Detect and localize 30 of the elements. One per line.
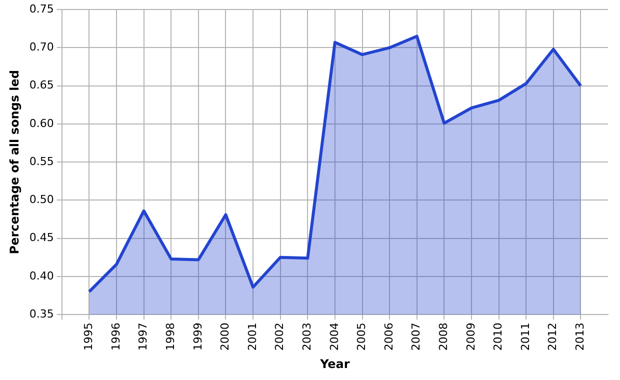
x-tick-label: 2004: [328, 322, 341, 351]
x-tick-label: 2012: [546, 322, 560, 351]
x-tick-label: 2001: [246, 322, 259, 351]
y-tick-label: 0.65: [29, 78, 54, 92]
y-tick-label: 0.55: [29, 154, 54, 168]
x-tick-label: 2000: [218, 322, 232, 351]
x-tick-label: 2007: [410, 322, 423, 351]
x-tick-label: 2010: [492, 322, 505, 351]
y-tick-label: 0.45: [29, 231, 54, 244]
x-tick-label: 2002: [273, 322, 286, 351]
x-tick-label: 2003: [300, 322, 314, 351]
y-tick-label: 0.50: [29, 193, 54, 206]
y-tick-label: 0.60: [29, 116, 54, 130]
x-axis-title: Year: [319, 356, 350, 371]
y-tick-label: 0.35: [29, 307, 54, 320]
x-tick-label: 2009: [464, 322, 478, 351]
y-tick-label: 0.70: [29, 40, 54, 54]
x-tick-label: 2013: [574, 322, 587, 351]
y-axis-title: Percentage of all songs led: [7, 70, 22, 254]
y-tick-label: 0.75: [29, 2, 54, 16]
x-tick-label: 2011: [518, 322, 532, 351]
x-tick-label: 1999: [191, 322, 204, 351]
x-tick-label: 1995: [82, 322, 96, 351]
x-tick-label: 1998: [164, 322, 177, 351]
x-tick-label: 1996: [109, 322, 122, 351]
y-tick-label: 0.40: [29, 269, 54, 282]
x-tick-label: 2008: [437, 322, 450, 351]
x-tick-label: 2006: [382, 322, 396, 351]
x-tick-label: 1997: [136, 322, 150, 351]
x-tick-label: 2005: [355, 322, 368, 351]
